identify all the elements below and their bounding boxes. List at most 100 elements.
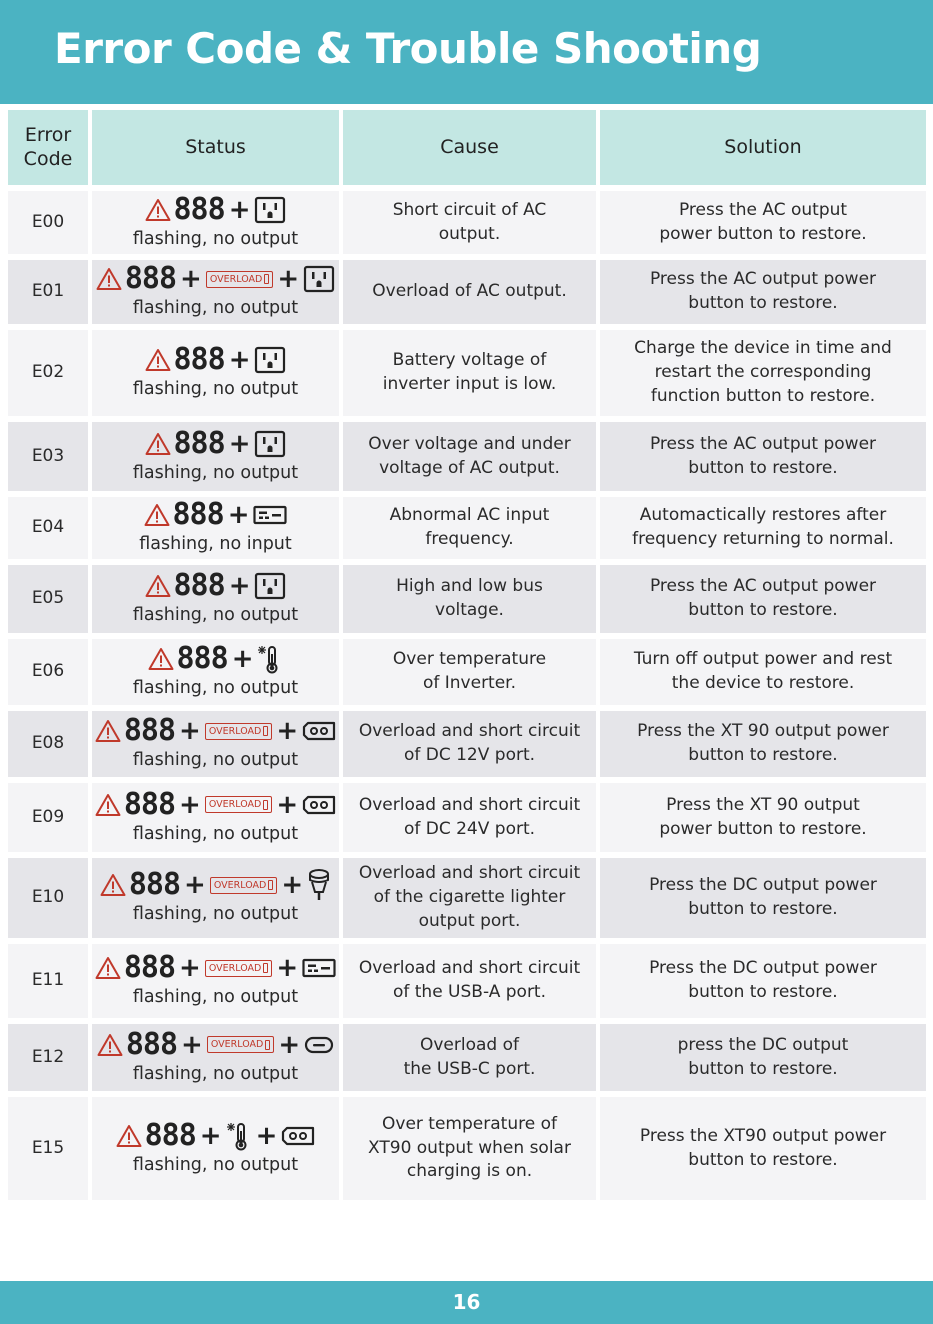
status-icons: 888 + OVERLOAD + <box>100 869 331 901</box>
display-digits: 888 <box>173 191 226 227</box>
display-digits: 888 <box>123 713 176 749</box>
display-digits: 888 <box>123 950 176 986</box>
status-cell: 888 + flashing, no output <box>92 191 339 254</box>
solution-cell: Press the XT90 output power button to res… <box>600 1097 926 1200</box>
status-text: flashing, no output <box>132 462 299 483</box>
plus-sign: + <box>228 428 251 459</box>
overload-label: OVERLOAD <box>208 962 262 974</box>
plus-sign: + <box>180 264 202 295</box>
plus-sign: + <box>228 345 251 376</box>
status-text: flashing, no output <box>132 228 299 249</box>
plus-sign: + <box>228 571 251 602</box>
warning-icon <box>116 1124 142 1148</box>
overload-badge: OVERLOAD <box>209 876 278 894</box>
battery-icon <box>264 274 270 285</box>
table-row: E05 888 + flashing, no output High and low b… <box>8 565 926 633</box>
table-row: E01 888 + OVERLOAD + flashing, no output Overl… <box>8 260 926 324</box>
plus-sign: + <box>277 264 300 295</box>
cause-cell: Overload of the USB-C port. <box>343 1024 596 1091</box>
table-row: E15 888 + + flashing, no output Over temperat… <box>8 1097 926 1200</box>
page-header: Error Code & Trouble Shooting <box>0 0 933 104</box>
battery-icon <box>265 1039 271 1050</box>
solution-cell: Press the DC output power button to resto… <box>600 944 926 1018</box>
status-cell: 888 + OVERLOAD + flashing, no output <box>92 260 339 324</box>
warning-icon <box>95 719 121 743</box>
overload-label: OVERLOAD <box>208 799 262 810</box>
ac-outlet-icon <box>254 430 286 458</box>
overload-badge: OVERLOAD <box>205 270 274 288</box>
usb-a-icon <box>302 958 336 978</box>
cause-cell: Overload and short circuit of DC 24V port… <box>343 783 596 852</box>
thermometer-icon <box>257 644 283 674</box>
plus-sign: + <box>179 789 201 820</box>
table-row: E08 888 + OVERLOAD + flashing, no output Overl… <box>8 711 926 777</box>
cause-cell: Battery voltage of inverter input is low. <box>343 330 596 416</box>
solution-cell: Automactically restores after frequency r… <box>600 497 926 559</box>
warning-icon <box>95 793 121 817</box>
status-text: flashing, no output <box>132 823 299 844</box>
status-text: flashing, no output <box>132 904 299 925</box>
dc-port-icon <box>302 795 336 815</box>
page-number: 16 <box>452 1290 481 1314</box>
overload-badge: OVERLOAD <box>204 796 273 814</box>
header-solution: Solution <box>600 110 926 185</box>
cause-cell: Short circuit of AC output. <box>343 191 596 254</box>
overload-label: OVERLOAD <box>213 879 267 891</box>
error-code-cell: E04 <box>8 497 88 559</box>
dc-port-icon <box>302 721 336 741</box>
status-cell: 888 + flashing, no output <box>92 330 339 416</box>
plus-sign: + <box>276 716 299 747</box>
header-status: Status <box>92 110 339 185</box>
table-row: E03 888 + flashing, no output Over voltage a… <box>8 422 926 491</box>
plus-sign: + <box>228 194 251 225</box>
plus-sign: + <box>281 870 304 901</box>
warning-icon <box>96 267 122 291</box>
error-code-cell: E00 <box>8 191 88 254</box>
display-digits: 888 <box>173 425 226 461</box>
error-code-cell: E01 <box>8 260 88 324</box>
plus-sign: + <box>227 500 250 531</box>
overload-label: OVERLOAD <box>209 273 263 285</box>
cause-cell: Overload and short circuit of DC 12V port… <box>343 711 596 777</box>
status-text: flashing, no output <box>132 987 299 1008</box>
plus-sign: + <box>181 1029 203 1060</box>
cause-cell: High and low bus voltage. <box>343 565 596 633</box>
overload-badge: OVERLOAD <box>204 722 273 740</box>
page-title: Error Code & Trouble Shooting <box>54 24 762 73</box>
overload-badge: OVERLOAD <box>204 959 273 977</box>
cause-cell: Over voltage and under voltage of AC outp… <box>343 422 596 491</box>
warning-icon <box>145 198 171 222</box>
warning-icon <box>145 348 171 372</box>
status-icons: 888 + OVERLOAD + <box>97 1029 334 1061</box>
dc-port-icon <box>281 1126 315 1146</box>
error-code-cell: E10 <box>8 858 88 938</box>
solution-cell: Press the AC output power button to resto… <box>600 422 926 491</box>
status-text: flashing, no output <box>132 605 299 626</box>
status-icons: 888 + OVERLOAD + <box>95 715 336 747</box>
plus-sign: + <box>179 716 201 747</box>
error-code-cell: E11 <box>8 944 88 1018</box>
status-icons: 888 + OVERLOAD + <box>95 789 336 821</box>
ac-outlet-icon <box>303 265 335 293</box>
status-cell: 888 + OVERLOAD + flashing, no output <box>92 711 339 777</box>
error-code-table-container: Error Code Status Cause Solution E00 888 + f… <box>8 110 926 1206</box>
solution-cell: Press the AC output power button to resto… <box>600 191 926 254</box>
table-row: E04 888 + flashing, no input Abnormal AC inp… <box>8 497 926 559</box>
overload-label: OVERLOAD <box>208 725 262 737</box>
plus-sign: + <box>199 1120 222 1151</box>
display-digits: 888 <box>172 497 225 533</box>
ac-outlet-icon <box>254 346 286 374</box>
status-icons: 888 + <box>145 428 287 460</box>
status-text: flashing, no output <box>132 750 299 771</box>
status-icons: 888 + <box>145 194 287 226</box>
display-digits: 888 <box>173 342 226 378</box>
header-cause: Cause <box>343 110 596 185</box>
warning-icon <box>95 956 121 980</box>
error-code-table: Error Code Status Cause Solution E00 888 + f… <box>4 104 930 1206</box>
status-icons: 888 + OVERLOAD + <box>95 952 336 984</box>
status-icons: 888 + <box>145 344 287 376</box>
thermometer-icon <box>226 1121 252 1151</box>
solution-cell: Press the AC output power button to resto… <box>600 565 926 633</box>
status-cell: 888 + OVERLOAD + flashing, no output <box>92 858 339 938</box>
solution-cell: Turn off output power and rest the device… <box>600 639 926 705</box>
